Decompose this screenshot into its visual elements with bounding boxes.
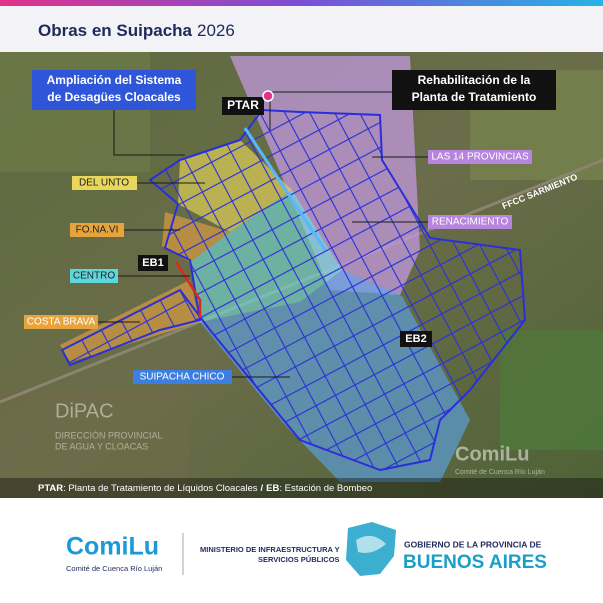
watermark: Comité de Cuenca Río Luján [455,469,545,476]
footer-logo: ComiLu [66,533,159,561]
force-main [243,127,327,251]
point-bg [400,331,432,347]
callout-bg [392,70,556,110]
point-label: EB1 [142,257,163,269]
zone-label-bg [24,315,98,329]
zone-label: DEL UNTO [79,178,129,189]
legend-bg [0,478,603,498]
field [0,390,190,498]
point-bg [222,97,264,115]
watermark: DIRECCIÓN PROVINCIAL [55,430,163,440]
zone-label-bg [428,215,512,229]
point-bg [138,255,168,271]
zone-label-bg [428,150,532,164]
sewer-network [60,108,527,472]
zone-label-bg [72,176,137,190]
eb1-main [174,261,202,318]
province-shield [346,522,396,576]
watermark: ComiLu [455,443,529,465]
province: BUENOS AIRES [403,552,547,573]
zone-label-bg [70,269,118,283]
callout: de Desagües Cloacales [47,90,181,104]
header-title: Obras en Suipacha 2026 [38,21,235,40]
legend-abbr: EB [266,483,279,494]
zone-label: CENTRO [73,271,115,282]
callout-bg [32,70,196,110]
legend-text: : Planta de Tratamiento de Líquidos Cloa… [63,483,258,494]
map: Ampliación del Sistema de Desagües Cloac… [0,52,603,498]
leader [113,110,185,156]
government: GOBIERNO DE LA PROVINCIA DE [404,539,542,549]
legend-separator: / [261,483,264,494]
zone-label-bg [133,370,232,384]
ptar-pin [262,90,274,102]
legend-abbr: PTAR [38,483,63,494]
ministry: SERVICIOS PÚBLICOS [258,555,340,564]
point-label: EB2 [405,333,426,345]
callout: Rehabilitación de la [418,73,531,87]
field [500,330,603,450]
zone-label: FO.NA.VI [76,225,119,236]
top-bar [0,0,603,6]
watermark: DE AGUA Y CLOACAS [55,441,148,451]
callout: Planta de Tratamiento [412,90,537,104]
legend-text: : Estación de Bombeo [279,483,372,494]
header-bg [0,6,603,52]
point-label: PTAR [227,98,259,112]
zone-label: RENACIMIENTO [432,217,509,228]
title: Obras en Suipacha [38,21,193,40]
zone-label-bg [70,223,124,237]
ministry: MINISTERIO DE INFRAESTRUCTURA Y [200,545,340,554]
footer-logo-sub: Comité de Cuenca Río Luján [66,564,162,573]
zone-label: COSTA BRAVA [27,317,96,328]
callout: Ampliación del Sistema [47,73,182,87]
zone-label: SUIPACHA CHICO [140,372,225,383]
legend: PTAR: Planta de Tratamiento de Líquidos … [38,483,372,494]
zone-label: LAS 14 PROVINCIAS [431,152,529,163]
year: 2026 [197,21,235,40]
watermark: DiPAC [55,400,114,422]
